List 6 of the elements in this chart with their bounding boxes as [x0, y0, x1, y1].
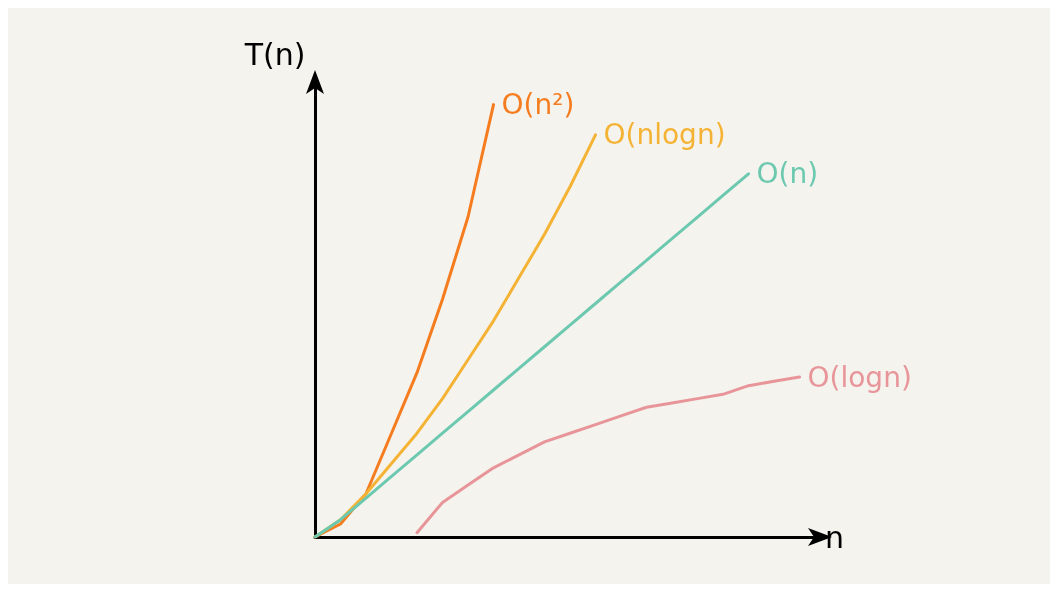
series-label: O(n): [756, 157, 819, 191]
y-axis-title: T(n): [243, 36, 306, 72]
series-label: O(n²): [501, 88, 575, 122]
series-label: O(nlogn): [603, 118, 726, 152]
series-label: O(logn): [807, 360, 912, 394]
x-axis-title: n: [825, 519, 845, 555]
